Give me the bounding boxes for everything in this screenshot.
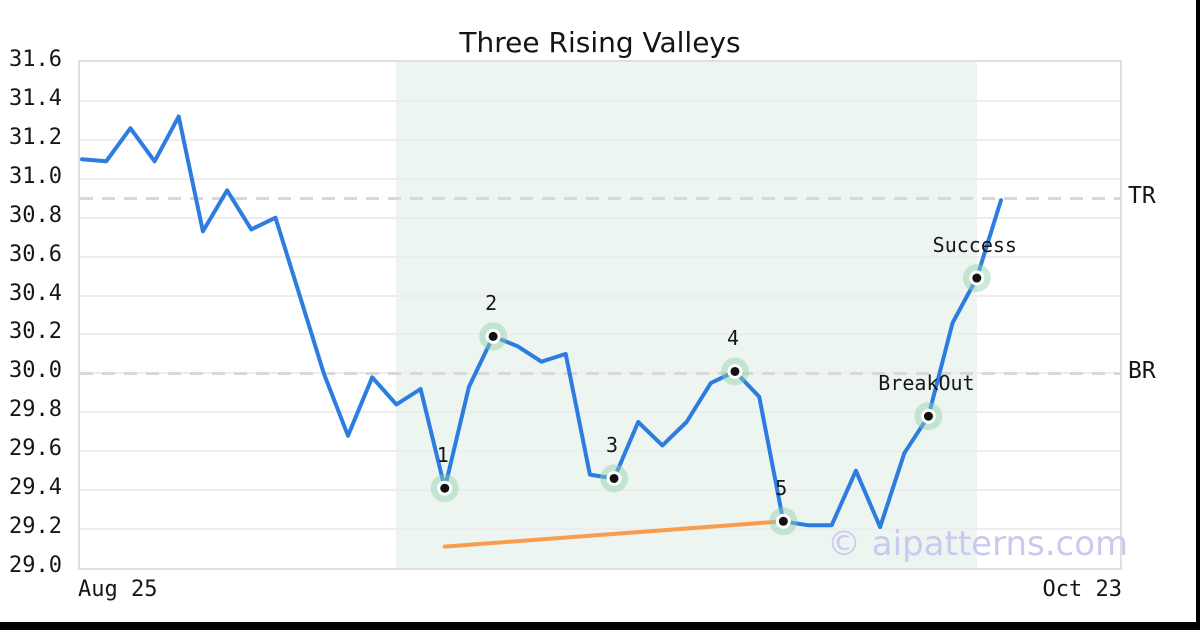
point-marker-2 [488,331,498,341]
y-tick-label: 31.2 [9,124,62,150]
point-marker-5 [778,516,788,526]
point-label-1: 1 [436,443,449,468]
point-label-breakout: BreakOut [878,371,975,396]
y-tick-label: 29.0 [9,553,62,578]
gridline [80,177,1120,180]
point-marker-3 [609,473,619,483]
screen-edge-bottom [0,622,1200,630]
gridline [80,216,1120,219]
point-label-success: Success [932,233,1017,258]
screen-edge-right [1196,0,1200,630]
y-tick-label: 30.0 [9,358,62,384]
point-label-2: 2 [485,291,498,316]
gridline [80,333,1120,336]
level-label-tr: TR [1128,183,1156,210]
x-axis-label-start: Aug 25 [78,577,158,602]
y-tick-label: 29.6 [9,436,62,462]
plot-area [78,60,1122,570]
watermark: © aipatterns.com [827,524,1129,564]
gridline [80,450,1120,453]
gridline [80,255,1120,258]
trendline [442,519,786,549]
point-label-5: 5 [775,476,788,501]
point-label-3: 3 [606,433,619,458]
y-tick-label: 30.8 [9,202,62,228]
y-tick-label: 31.0 [9,163,62,189]
point-label-4: 4 [726,326,739,351]
price-line [80,114,1003,530]
y-tick-label: 30.4 [9,280,62,306]
gridline [80,138,1120,141]
y-tick-label: 29.2 [9,514,62,540]
level-line-br [80,371,1120,375]
y-tick-label: 31.4 [9,85,62,111]
plot-canvas [80,62,1120,568]
gridline [80,489,1120,492]
gridline [80,99,1120,102]
point-marker-breakout [923,411,933,421]
y-tick-label: 29.8 [9,397,62,423]
y-tick-label: 31.6 [9,47,62,72]
chart-title: Three Rising Valleys [459,26,741,59]
pattern-region [396,62,977,568]
point-marker-1 [440,483,450,493]
y-tick-label: 30.6 [9,241,62,267]
y-tick-label: 29.4 [9,475,62,501]
y-tick-label: 30.2 [9,319,62,345]
level-label-br: BR [1128,358,1156,385]
x-axis-label-end: Oct 23 [1042,577,1122,602]
gridline [80,528,1120,531]
point-marker-4 [730,366,740,376]
gridline [80,294,1120,297]
price-line-svg [80,114,1003,549]
point-marker-success [972,273,982,283]
gridline [80,411,1120,414]
level-line-tr [80,196,1120,200]
